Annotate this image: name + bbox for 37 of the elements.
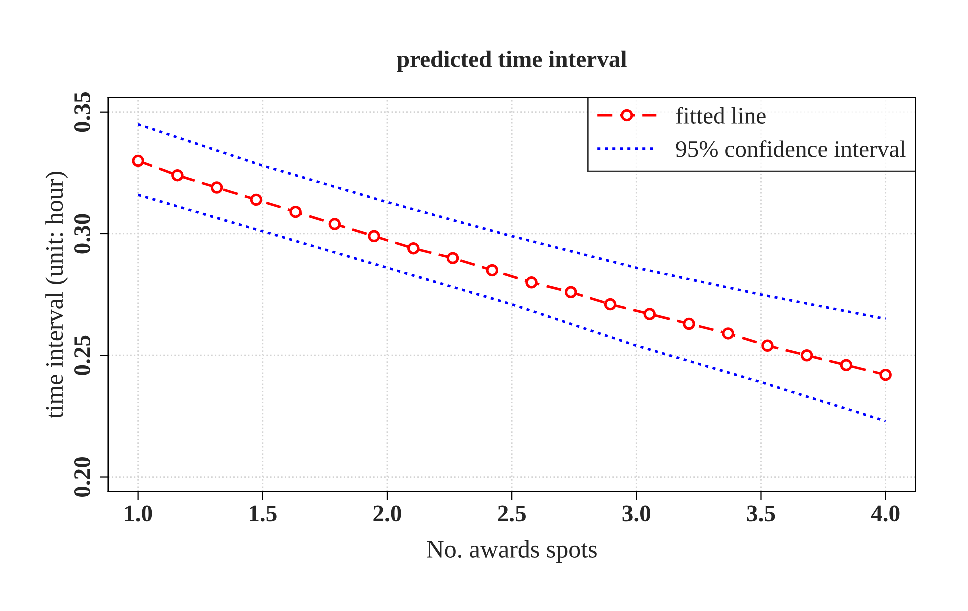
point: [526, 276, 538, 289]
point: [408, 242, 420, 255]
x-tick-label: 3.5: [747, 506, 776, 522]
y-tick-label: 0.30: [74, 214, 91, 254]
x-tick-label: 3.0: [622, 506, 651, 522]
point: [800, 350, 814, 362]
point: [565, 286, 578, 298]
y-tick-label: 0.35: [74, 92, 91, 132]
point: [328, 218, 342, 230]
line-series: [137, 194, 888, 423]
point: [840, 359, 853, 372]
chart-title: predicted time interval: [397, 50, 627, 72]
point: [722, 328, 734, 340]
point: [762, 340, 774, 352]
y-tick-label: 0.25: [74, 336, 91, 376]
y-axis-title: time interval (unit: hour): [46, 172, 68, 418]
x-tick-label: 1.0: [125, 506, 152, 522]
x-tick-label: 2.5: [498, 506, 526, 522]
point: [250, 194, 263, 206]
legend-label: fitted line: [676, 107, 766, 124]
point: [486, 264, 498, 277]
legend-label: 95% confidence interval: [676, 140, 906, 158]
point: [172, 169, 184, 182]
point: [644, 308, 656, 320]
point: [132, 154, 144, 168]
x-tick-label: 4.0: [871, 506, 900, 522]
point: [290, 206, 302, 218]
point: [446, 252, 460, 264]
point: [210, 182, 224, 194]
point: [604, 298, 617, 311]
x-axis-title: No. awards spots: [427, 540, 597, 564]
y-tick-label: 0.20: [74, 458, 91, 498]
point: [368, 230, 380, 243]
point: [683, 318, 696, 330]
x-tick-label: 2.0: [374, 506, 402, 522]
x-tick-label: 1.5: [250, 506, 277, 522]
point: [880, 368, 892, 382]
